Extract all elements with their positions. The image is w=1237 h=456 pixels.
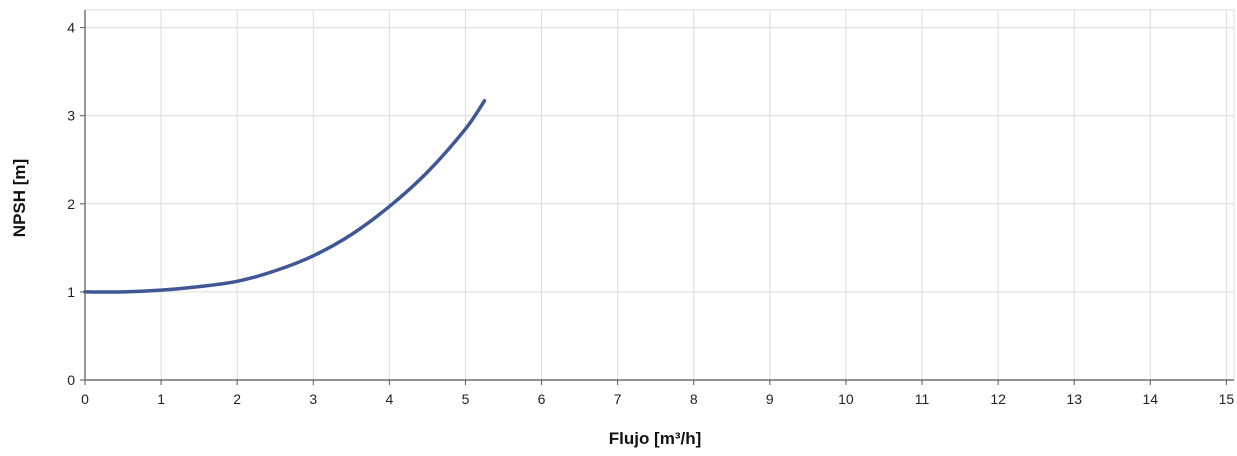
x-tick-label: 5 (462, 391, 470, 407)
y-tick-label: 4 (67, 20, 75, 36)
axes (80, 10, 1234, 385)
x-tick-label: 9 (766, 391, 774, 407)
x-tick-label: 0 (81, 391, 89, 407)
x-axis-title: Flujo [m³/h] (609, 429, 702, 448)
x-tick-label: 13 (1066, 391, 1082, 407)
grid (84, 9, 1235, 381)
y-tick-label: 0 (67, 372, 75, 388)
x-tick-label: 4 (385, 391, 393, 407)
x-tick-label: 7 (614, 391, 622, 407)
plot-frame (84, 9, 1235, 381)
series-group (83, 98, 487, 294)
x-tick-label: 8 (690, 391, 698, 407)
y-axis-title: NPSH [m] (10, 159, 29, 237)
x-tick-label: 10 (838, 391, 854, 407)
x-tick-label: 6 (538, 391, 546, 407)
x-tick-label: 12 (990, 391, 1006, 407)
x-tick-label: 3 (309, 391, 317, 407)
x-tick-label: 1 (157, 391, 165, 407)
x-tick-label: 11 (915, 391, 930, 407)
y-tick-labels: 0 1 2 3 4 (67, 20, 75, 388)
y-tick-label: 3 (67, 108, 75, 124)
y-tick-label: 1 (67, 284, 75, 300)
npsh-curve (83, 98, 487, 294)
x-tick-label: 14 (1143, 391, 1159, 407)
x-tick-label: 2 (233, 391, 241, 407)
x-tick-label: 15 (1219, 391, 1235, 407)
x-tick-labels: 0 1 2 3 4 5 6 7 8 9 10 11 12 13 14 15 (81, 391, 1234, 407)
y-tick-label: 2 (67, 196, 75, 212)
